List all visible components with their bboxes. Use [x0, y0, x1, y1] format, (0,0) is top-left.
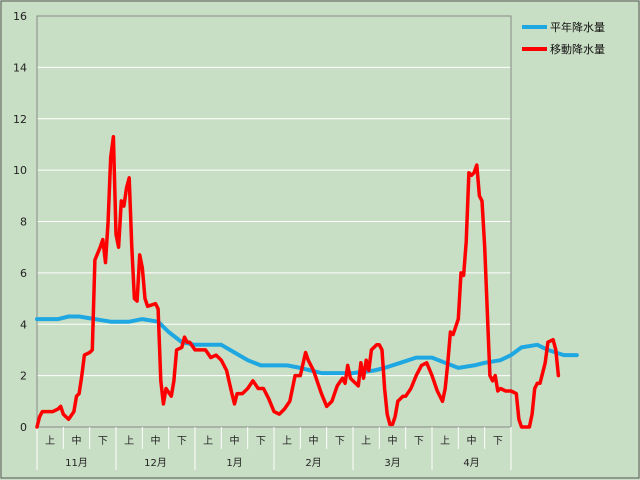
x-period-label: 上: [440, 435, 450, 447]
x-month-label: 2月: [305, 457, 321, 469]
series-line-normal-precipitation: [35, 314, 579, 376]
y-tick-label: 12: [13, 113, 27, 126]
x-period-label: 下: [98, 436, 108, 447]
series-line-moving-precipitation: [35, 134, 561, 429]
x-period-label: 上: [203, 435, 213, 447]
x-month-label: 12月: [144, 457, 167, 469]
x-period-label: 下: [493, 436, 503, 447]
x-period-label: 中: [388, 434, 398, 447]
legend-label: 移動降水量: [550, 42, 605, 56]
x-period-label: 下: [335, 436, 345, 447]
series-layer: [35, 134, 579, 429]
y-tick-label: 10: [13, 164, 27, 177]
x-period-label: 上: [361, 435, 371, 447]
x-period-label: 下: [256, 436, 266, 447]
x-period-label: 上: [282, 435, 292, 447]
x-period-label: 中: [151, 434, 161, 447]
x-month-label: 4月: [463, 457, 479, 469]
x-period-label: 下: [414, 436, 424, 447]
y-tick-label: 16: [13, 10, 27, 23]
x-period-label: 中: [309, 434, 319, 447]
y-tick-label: 0: [20, 421, 27, 434]
x-period-label: 中: [467, 434, 477, 447]
x-category-axis: 上中下11月上中下12月上中下1月上中下2月上中下3月上中下4月: [36, 427, 512, 470]
x-period-label: 中: [230, 434, 240, 447]
x-period-label: 下: [177, 436, 187, 447]
x-month-label: 3月: [384, 457, 400, 469]
x-period-label: 上: [45, 435, 55, 447]
y-tick-label: 6: [20, 267, 27, 280]
y-tick-label: 4: [20, 318, 27, 331]
y-tick-label: 2: [20, 370, 27, 383]
y-tick-label: 14: [13, 61, 27, 74]
x-period-label: 上: [124, 435, 134, 447]
legend-label: 平年降水量: [550, 20, 605, 34]
y-tick-label: 8: [20, 216, 27, 229]
x-period-label: 中: [72, 434, 82, 447]
x-month-label: 11月: [65, 457, 88, 469]
x-month-label: 1月: [226, 457, 242, 469]
y-tick-labels: 0 2 4 6 8 10 12 14 16: [13, 10, 27, 434]
